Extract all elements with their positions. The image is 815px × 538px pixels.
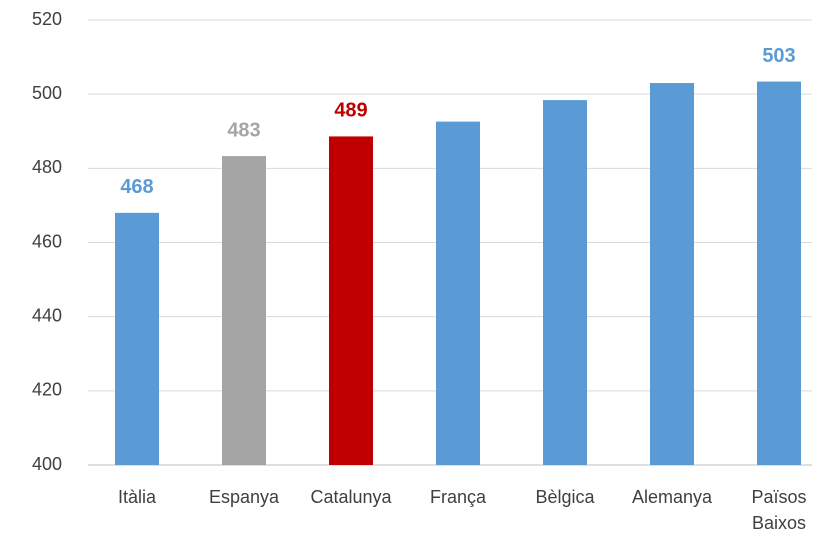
bar: [650, 83, 694, 466]
bar: [222, 156, 266, 466]
y-tick-label: 460: [32, 231, 62, 251]
x-tick-label: Bèlgica: [535, 487, 595, 507]
data-label: 503: [762, 45, 795, 67]
bar: [543, 100, 587, 465]
data-label: 489: [334, 100, 367, 122]
y-tick-label: 420: [32, 380, 62, 400]
data-label: 468: [120, 176, 153, 198]
x-tick-label: Itàlia: [117, 487, 157, 507]
y-tick-label: 520: [32, 9, 62, 29]
y-tick-label: 440: [32, 305, 62, 325]
bar: [115, 212, 159, 465]
bar: [436, 121, 480, 465]
bar: [329, 136, 373, 466]
y-tick-label: 480: [32, 157, 62, 177]
x-tick-label: Catalunya: [310, 487, 392, 507]
x-tick-label: Alemanya: [631, 487, 713, 507]
x-tick-label: Països Baixos: [751, 487, 807, 533]
data-label: 483: [227, 119, 260, 141]
x-tick-label: França: [429, 487, 487, 507]
bar: [757, 81, 801, 465]
x-tick-label: Espanya: [208, 487, 280, 507]
y-tick-label: 400: [32, 454, 62, 474]
y-tick-label: 500: [32, 83, 62, 103]
